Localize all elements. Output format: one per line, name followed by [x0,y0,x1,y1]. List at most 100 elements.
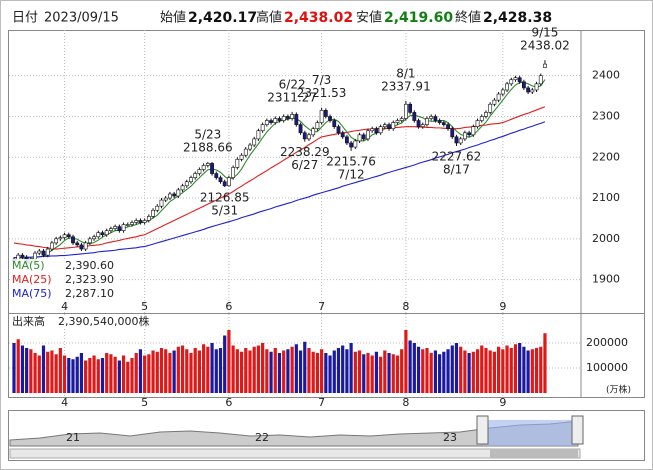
volume-bar [282,350,286,393]
candle-body [526,87,531,93]
y-tick-label: 200000 [586,336,628,349]
candle-body [336,126,341,134]
annotation-value: 2188.66 [183,140,233,154]
volume-bar [58,348,62,393]
volume-bar [231,345,235,393]
field-label: 終値 [455,10,481,26]
y-tick-label: 2100 [592,191,620,204]
volume-bar [71,359,75,393]
volume-bar [50,350,54,393]
candle-body [130,222,134,225]
volume-bar [164,349,168,393]
field-label: 始値 [160,10,186,26]
candle-body [416,120,421,127]
candle-body [509,79,514,85]
legend-value: 2,287.10 [65,287,114,300]
candle-body [193,173,198,178]
candle-body [446,124,450,130]
volume-bar [248,350,252,393]
volume-bar [370,355,374,393]
candle-body [231,167,236,178]
navigator-handle-left[interactable] [476,415,489,445]
volume-bar [235,349,239,393]
candle-body [121,224,126,231]
volume-bar [412,343,416,393]
x-tick-label: 9 [499,396,506,409]
y-tick-label: 2000 [592,232,620,245]
candle-body [530,89,535,93]
navigator-handle-right[interactable] [571,415,584,445]
candle-body [332,120,337,127]
candle-body [395,120,400,123]
volume-bar [197,350,202,393]
candle-body [66,234,71,238]
volume-bar [501,349,505,393]
candle-body [168,193,172,199]
volume-bar [539,346,543,393]
volume-bar [383,350,387,393]
volume-latest: 2,390,540,000株 [58,314,149,328]
volume-bar [332,350,336,393]
candle-body [104,230,109,236]
volume-bar [349,343,353,393]
volume-bar [206,346,210,393]
annotation-date: 5/31 [211,204,238,218]
volume-bar [265,349,269,393]
candle-body [340,132,345,138]
volume-bar [143,355,147,393]
volume-bar [429,353,433,393]
candle-body [62,234,67,238]
volume-bar [459,346,463,393]
volume-bar [400,349,404,393]
volume-bar [277,353,282,393]
annotation-date: 9/15 [531,26,558,40]
candle-body [471,126,476,136]
candle-body [496,93,501,101]
annotation-date: 6/27 [291,158,318,172]
x-tick-label: 7 [318,300,325,313]
legend-value: 2,390.60 [65,259,114,272]
volume-bar [336,348,341,393]
navigator-window[interactable] [483,420,578,446]
volume-bar [33,353,37,393]
candle-body [374,128,379,134]
volume-bar [404,330,408,393]
navigator-year: 23 [443,431,457,444]
candle-body [142,220,147,223]
candle-body [113,226,118,229]
candle-body [227,177,231,187]
volume-bar [509,348,513,393]
volume-title-box [10,315,160,329]
volume-bar [294,344,298,393]
volume-bar [273,348,277,393]
navigator-scrollbar[interactable] [9,448,581,459]
volume-bar [88,358,92,393]
volume-bar [345,349,349,393]
navigator-scroll-thumb[interactable] [490,449,578,458]
candle-body [87,238,92,244]
volume-bar [256,345,261,393]
volume-bar [176,346,180,393]
candle-body [243,148,248,156]
candle-body [382,124,387,127]
volume-bar [105,353,109,393]
candle-body [260,124,265,132]
volume-bar [362,354,366,393]
volume-bar [446,349,450,393]
volume-bar [121,355,126,393]
candle-body [235,158,240,168]
candle-body [100,232,105,236]
volume-bar [492,351,496,393]
volume-bar [324,353,328,393]
candle-body [408,103,413,113]
volume-bar [416,346,421,393]
volume-bar [92,355,96,393]
candle-body [138,220,143,223]
candle-body [290,114,295,119]
x-tick-label: 8 [402,300,409,313]
candle-body [319,110,324,123]
candle-body [172,193,177,197]
volume-bar [227,330,231,393]
volume-bar [109,354,113,393]
